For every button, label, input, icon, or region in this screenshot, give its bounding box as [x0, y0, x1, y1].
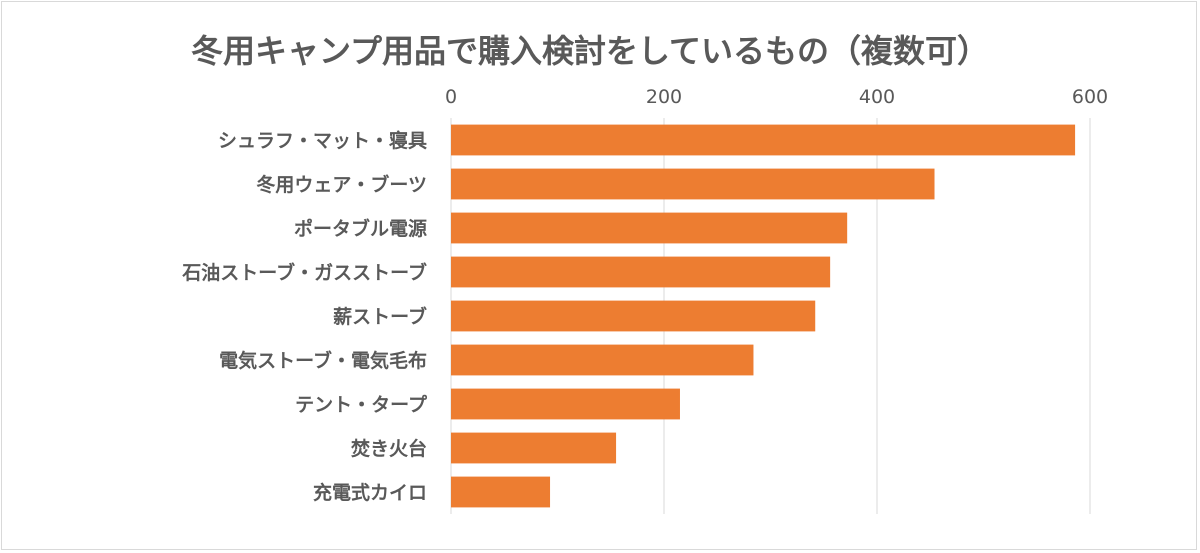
category-label: 焚き火台	[351, 437, 427, 460]
category-label: 充電式カイロ	[313, 481, 427, 504]
bar	[451, 168, 935, 200]
category-label: 石油ストーブ・ガスストーブ	[181, 261, 427, 284]
chart-title: 冬用キャンプ用品で購入検討をしているもの（複数可）	[191, 32, 989, 70]
bar	[451, 212, 848, 244]
category-label: 冬用ウェア・ブーツ	[256, 173, 427, 196]
bar	[451, 388, 680, 420]
bar	[451, 124, 1076, 156]
bar	[451, 432, 617, 464]
bar	[451, 300, 816, 332]
bars	[451, 124, 1076, 508]
category-label: ポータブル電源	[294, 217, 427, 240]
bar	[451, 476, 551, 508]
x-tick-label: 400	[859, 86, 895, 108]
category-label: シュラフ・マット・寝具	[218, 129, 427, 152]
x-axis-ticks: 0 200 400 600	[445, 86, 1108, 108]
bar	[451, 256, 831, 288]
category-label: 薪ストーブ	[333, 305, 427, 328]
bar	[451, 344, 754, 376]
x-tick-label: 200	[646, 86, 682, 108]
x-tick-label: 0	[445, 86, 457, 108]
category-label: テント・タープ	[295, 393, 428, 416]
category-labels: シュラフ・マット・寝具冬用ウェア・ブーツポータブル電源石油ストーブ・ガスストーブ…	[181, 129, 428, 504]
x-tick-label: 600	[1072, 86, 1108, 108]
category-label: 電気ストーブ・電気毛布	[219, 349, 427, 372]
